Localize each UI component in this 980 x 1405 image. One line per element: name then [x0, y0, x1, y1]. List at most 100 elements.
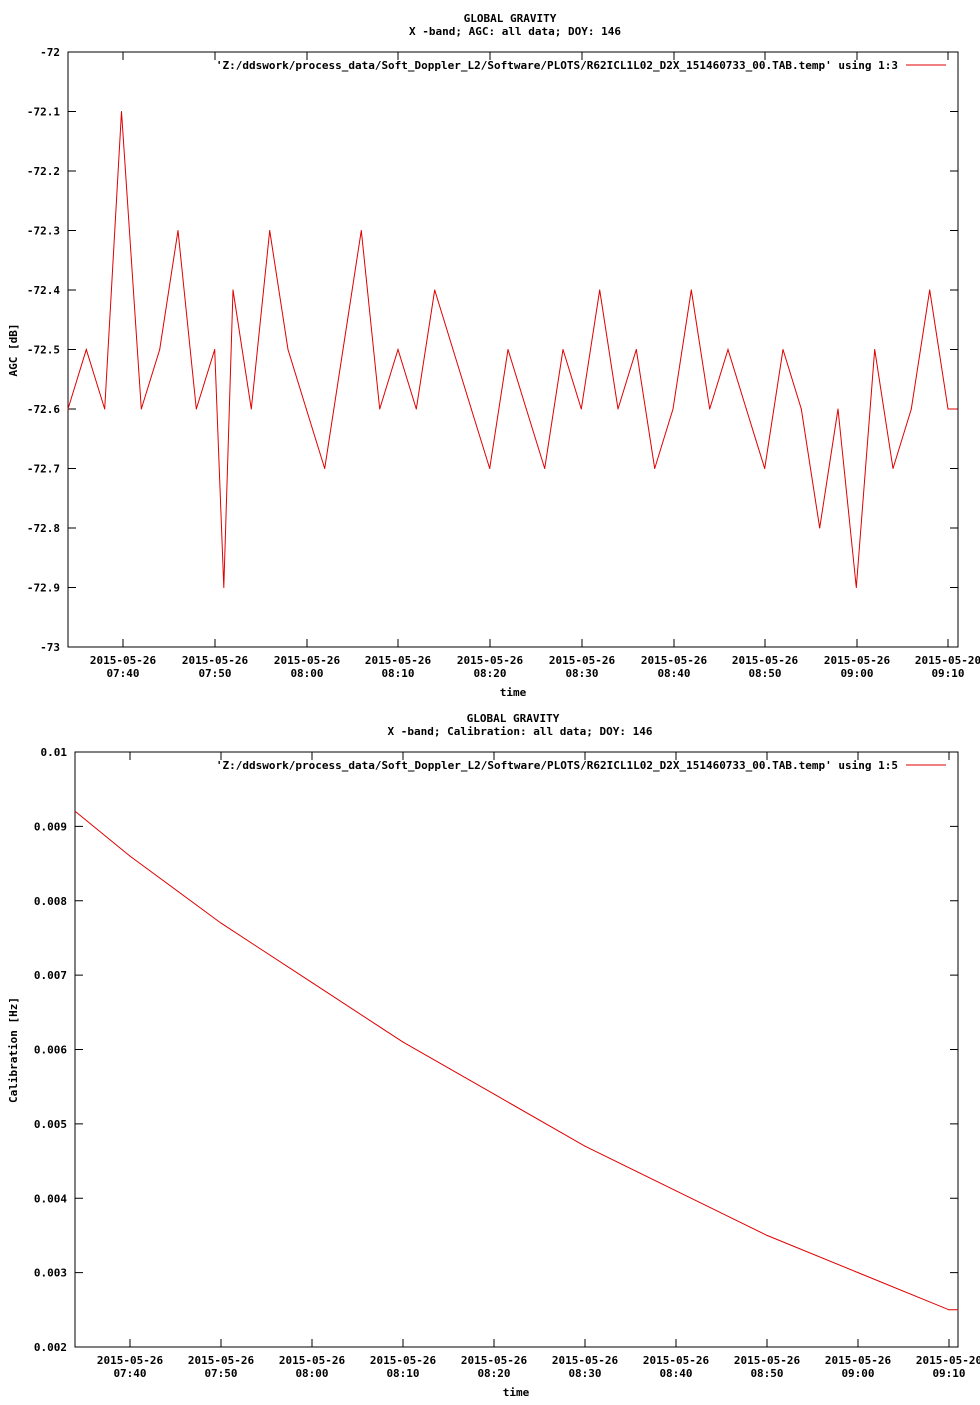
- agc-x-ticks: 2015-05-2607:402015-05-2607:502015-05-26…: [90, 52, 980, 680]
- agc-series-line: [67, 111, 958, 588]
- agc-data-point: [525, 408, 527, 410]
- agc-x-tick-time: 08:40: [657, 667, 690, 680]
- agc-x-tick-date: 2015-05-20: [915, 654, 980, 667]
- calibration-data-point: [74, 811, 76, 812]
- agc-chart-subtitle: X -band; AGC: all data; DOY: 146: [409, 25, 621, 38]
- agc-data-point: [672, 408, 674, 410]
- calibration-legend-label: 'Z:/ddswork/process_data/Soft_Doppler_L2…: [216, 759, 898, 772]
- agc-data-point: [654, 468, 656, 469]
- agc-data-point: [819, 527, 821, 529]
- calibration-y-tick-label: 0.002: [34, 1341, 67, 1354]
- agc-data-point: [177, 230, 179, 231]
- agc-x-tick-time: 08:20: [473, 667, 506, 680]
- agc-y-tick-label: -73: [40, 641, 60, 654]
- agc-data-point: [956, 408, 958, 410]
- agc-data-point: [782, 349, 784, 350]
- agc-data-point: [599, 289, 601, 291]
- agc-data-point: [104, 408, 106, 410]
- agc-x-tick-date: 2015-05-26: [732, 654, 799, 667]
- calibration-data-point: [857, 1272, 859, 1274]
- agc-data-point: [800, 408, 802, 410]
- agc-y-tick-label: -72.3: [27, 225, 60, 238]
- agc-data-point: [709, 408, 711, 410]
- agc-data-point: [67, 408, 69, 410]
- agc-legend-label: 'Z:/ddswork/process_data/Soft_Doppler_L2…: [216, 59, 898, 72]
- calibration-legend: 'Z:/ddswork/process_data/Soft_Doppler_L2…: [216, 759, 946, 772]
- calibration-data-point: [220, 922, 222, 924]
- calibration-data-point: [311, 982, 313, 984]
- agc-x-tick-time: 07:50: [198, 667, 231, 680]
- agc-x-axis-label: time: [500, 686, 527, 699]
- calibration-x-tick-time: 07:50: [204, 1367, 237, 1380]
- calibration-data-point: [766, 1234, 768, 1236]
- calibration-y-ticks: 0.01 0.009 0.008 0.007 0.006 0.005 0.004 0.003 0…: [34, 746, 958, 1354]
- agc-data-point: [507, 349, 509, 350]
- calibration-chart: GLOBAL GRAVITY X -band; Calibration: all…: [7, 712, 980, 1399]
- calibration-chart-subtitle: X -band; Calibration: all data; DOY: 146: [388, 725, 653, 738]
- calibration-y-tick-label: 0.005: [34, 1118, 67, 1131]
- agc-data-point: [837, 408, 839, 410]
- calibration-x-tick-time: 08:50: [750, 1367, 783, 1380]
- agc-data-point: [434, 289, 436, 291]
- agc-x-tick-date: 2015-05-26: [365, 654, 432, 667]
- agc-y-tick-label: -72.1: [27, 106, 60, 119]
- calibration-x-axis-label: time: [503, 1386, 530, 1399]
- agc-y-tick-label: -72.7: [27, 463, 60, 476]
- agc-x-tick-date: 2015-05-26: [182, 654, 249, 667]
- agc-data-point: [379, 408, 381, 410]
- calibration-x-tick-time: 07:40: [113, 1367, 146, 1380]
- agc-y-tick-label: -72.8: [27, 522, 60, 535]
- agc-y-tick-label: -72.6: [27, 403, 60, 416]
- calibration-x-tick-time: 09:10: [932, 1367, 965, 1380]
- agc-data-point: [580, 408, 582, 410]
- agc-chart-title: GLOBAL GRAVITY: [464, 12, 557, 25]
- agc-x-tick-date: 2015-05-26: [549, 654, 616, 667]
- calibration-y-tick-label: 0.007: [34, 969, 67, 982]
- agc-data-point: [195, 408, 197, 410]
- calibration-x-tick-time: 09:00: [841, 1367, 874, 1380]
- agc-data-point: [764, 468, 766, 469]
- agc-y-ticks: -72 -72.1 -72.2 -72.3 -72.4 -72.5 -72.6 -72.7 -7…: [27, 46, 958, 654]
- calibration-data-point: [129, 855, 131, 857]
- calibration-x-tick-time: 08:30: [568, 1367, 601, 1380]
- agc-x-tick-date: 2015-05-26: [274, 654, 341, 667]
- agc-legend: 'Z:/ddswork/process_data/Soft_Doppler_L2…: [216, 59, 946, 72]
- agc-y-axis-label: AGC [dB]: [7, 324, 20, 377]
- agc-data-point: [360, 230, 362, 231]
- calibration-y-tick-label: 0.008: [34, 895, 67, 908]
- calibration-data-point: [402, 1041, 404, 1043]
- agc-data-point: [452, 349, 454, 350]
- agc-data-point: [562, 349, 564, 350]
- agc-x-tick-date: 2015-05-26: [641, 654, 708, 667]
- agc-x-tick-time: 08:10: [381, 667, 414, 680]
- agc-plot-frame: [67, 51, 959, 648]
- agc-x-tick-time: 07:40: [106, 667, 139, 680]
- calibration-x-tick-date: 2015-05-26: [188, 1354, 255, 1367]
- agc-chart: GLOBAL GRAVITY X -band; AGC: all data; D…: [7, 12, 980, 699]
- calibration-x-tick-time: 08:10: [386, 1367, 419, 1380]
- agc-x-tick-time: 09:10: [931, 667, 964, 680]
- agc-data-point: [305, 408, 307, 410]
- calibration-x-tick-time: 08:20: [477, 1367, 510, 1380]
- agc-data-point: [342, 349, 344, 350]
- calibration-data-point: [493, 1093, 495, 1095]
- calibration-data-point: [948, 1309, 950, 1311]
- agc-series-group: [67, 111, 958, 588]
- agc-x-tick-date: 2015-05-26: [457, 654, 524, 667]
- calibration-data-point: [584, 1145, 586, 1147]
- calibration-y-tick-label: 0.003: [34, 1267, 67, 1280]
- calibration-x-tick-date: 2015-05-26: [825, 1354, 892, 1367]
- calibration-x-tick-date: 2015-05-26: [552, 1354, 619, 1367]
- agc-data-point: [120, 111, 122, 112]
- calibration-x-tick-date: 2015-05-26: [279, 1354, 346, 1367]
- calibration-y-axis-label: Calibration [Hz]: [7, 997, 20, 1103]
- agc-data-point: [269, 230, 271, 231]
- agc-data-point: [690, 289, 692, 291]
- agc-data-point: [635, 349, 637, 350]
- agc-x-tick-time: 08:00: [290, 667, 323, 680]
- agc-y-tick-label: -72.4: [27, 284, 60, 297]
- agc-data-point: [140, 408, 142, 410]
- agc-x-tick-time: 09:00: [840, 667, 873, 680]
- calibration-data-point: [957, 1309, 959, 1311]
